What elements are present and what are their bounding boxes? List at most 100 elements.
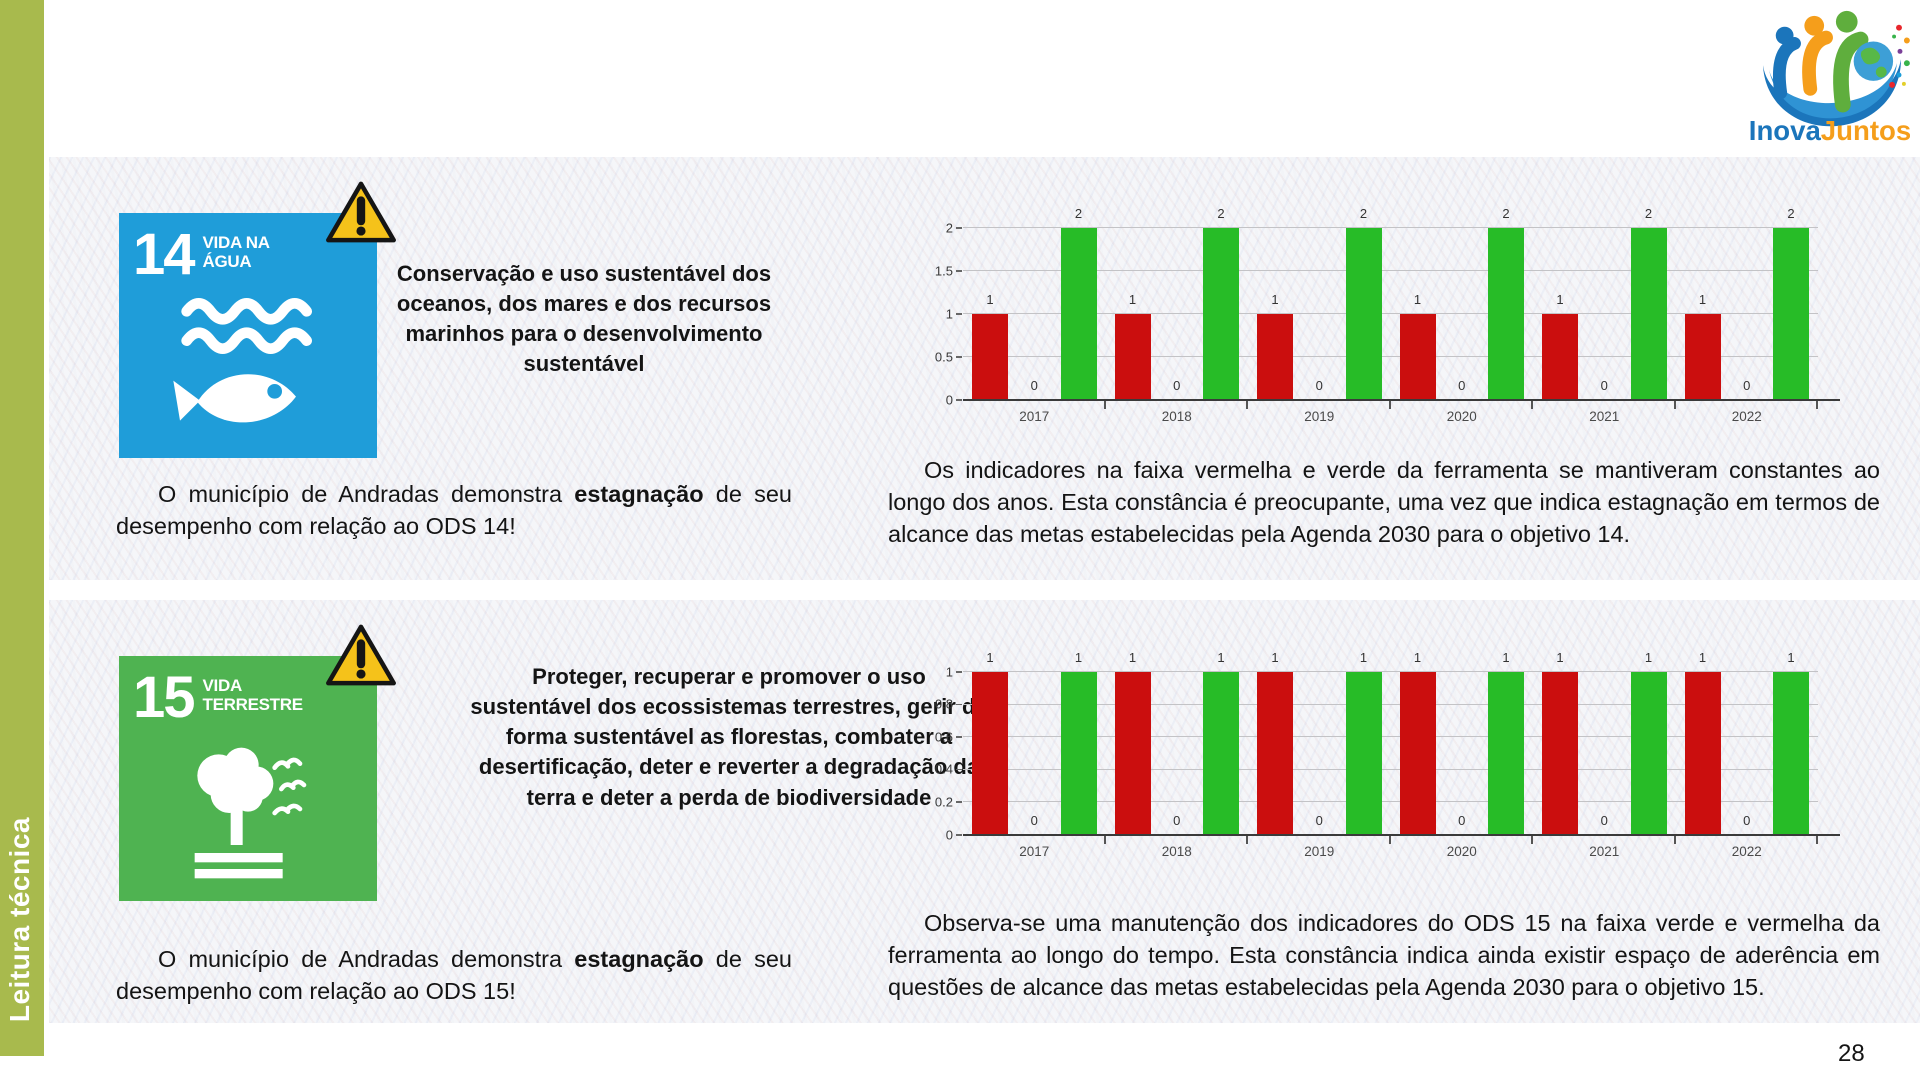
bar-faixa-vermelha-2017: 1 bbox=[972, 292, 1008, 400]
bar-faixa-verde-2021: 2 bbox=[1630, 206, 1667, 400]
bar-group-2017: 1 0 1 bbox=[963, 650, 1106, 844]
inovajuntos-logo-icon: InovaJuntos bbox=[1749, 10, 1911, 146]
value-label: 0 bbox=[1743, 378, 1751, 393]
gridline: 1.5 bbox=[935, 263, 1818, 278]
bar-faixa-vermelha-2021: 1 bbox=[1542, 292, 1578, 400]
value-label: 1 bbox=[1074, 650, 1083, 665]
bar-faixa-vermelha-2019: 1 bbox=[1257, 292, 1293, 400]
ods14-chart-plot: 0 0.5 1 1.5 2 1 0 2 1 0 2 1 0 2 1 0 2 1 0 2 1 0 2 bbox=[935, 206, 1840, 409]
bar-slot: 1 bbox=[972, 650, 1008, 835]
gridline: 1 bbox=[946, 306, 1818, 321]
bar-slot: 1 bbox=[1257, 228, 1293, 400]
x-axis-tick-label: 2022 bbox=[1731, 844, 1762, 859]
bar-group-2018: 1 0 2 bbox=[1106, 206, 1249, 409]
bar-faixa-verde-2022: 1 bbox=[1773, 650, 1809, 835]
bar-slot: 1 bbox=[1542, 650, 1578, 835]
bar-group-2019: 1 0 2 bbox=[1248, 206, 1391, 409]
x-axis-tick-label: 2018 bbox=[1161, 844, 1192, 859]
bar-faixa-verde-2017: 2 bbox=[1060, 206, 1097, 400]
value-label: 1 bbox=[1128, 292, 1137, 307]
bar-slot: 0 bbox=[1444, 672, 1480, 835]
bar-slot: 1 bbox=[972, 228, 1008, 400]
sdg14-goal-text: Conservação e uso sustentável dos oceano… bbox=[396, 261, 772, 377]
sdg15-header: 15 VIDA TERRESTRE bbox=[133, 668, 363, 726]
sdg15-status-text: O município de Andradas demonstra estagn… bbox=[116, 946, 793, 1004]
value-label: 1 bbox=[1787, 650, 1795, 665]
bar-group-2017: 1 0 2 bbox=[963, 206, 1106, 409]
bar-slot: 1 bbox=[1203, 650, 1239, 835]
sidebar-section-label: Leitura técnica bbox=[4, 816, 35, 1022]
bar-slot: 0 bbox=[1586, 228, 1622, 400]
bar-slot: 1 bbox=[1060, 650, 1097, 835]
sdg14-status-text: O município de Andradas demonstra estagn… bbox=[116, 481, 793, 539]
bar-slot: 1 bbox=[1399, 228, 1436, 400]
bar-groups: 1 0 1 1 0 1 1 0 1 1 0 1 1 0 1 1 0 1 bbox=[963, 650, 1818, 844]
x-axis-tick-label: 2017 bbox=[1019, 409, 1050, 424]
bar-faixa-verde-2019: 1 bbox=[1345, 650, 1382, 835]
gridline: 1 bbox=[946, 664, 1818, 679]
value-label: 0 bbox=[1173, 378, 1181, 393]
bar-slot: 1 bbox=[1257, 650, 1293, 835]
sdg14-number: 14 bbox=[133, 222, 195, 287]
ods15-chart-plot: 0 0.2 0.4 0.6 0.8 1 1 0 1 1 0 1 1 0 1 1 0 1 1 0 1 1 0 1 bbox=[935, 650, 1840, 844]
bar-faixa-verde-2018: 1 bbox=[1203, 650, 1239, 835]
y-axis-tick bbox=[956, 313, 962, 315]
value-label: 1 bbox=[1217, 650, 1225, 665]
bar-slot: 0 bbox=[1016, 672, 1052, 835]
panel-ods14: 14 VIDA NA ÁGUA Conservação e uso susten… bbox=[49, 157, 1920, 580]
y-axis-tick bbox=[956, 736, 962, 738]
value-label: 2 bbox=[1644, 206, 1653, 221]
bar-slot: 2 bbox=[1773, 206, 1809, 400]
bar-slot: 1 bbox=[1630, 650, 1667, 835]
value-label: 1 bbox=[1556, 292, 1564, 307]
value-label: 1 bbox=[986, 292, 994, 307]
bar-slot: 0 bbox=[1729, 672, 1765, 835]
value-label: 0 bbox=[1458, 378, 1466, 393]
y-axis-tick bbox=[956, 356, 962, 358]
value-label: 1 bbox=[1502, 650, 1510, 665]
status-highlight: estagnação bbox=[574, 946, 704, 972]
bar-slot: 1 bbox=[1773, 650, 1809, 835]
y-axis-tick-label: 0.6 bbox=[934, 729, 953, 745]
inovajuntos-logo: InovaJuntos bbox=[1749, 6, 1911, 146]
y-axis-tick-label: 2 bbox=[945, 220, 953, 235]
value-label: 0 bbox=[1600, 813, 1608, 828]
bar-faixa-vermelha-2022: 1 bbox=[1684, 292, 1721, 400]
value-label: 1 bbox=[1413, 292, 1422, 307]
bar-faixa-verde-2020: 2 bbox=[1488, 206, 1524, 400]
bar-slot: 0 bbox=[1301, 228, 1337, 400]
x-axis-tick-label: 2019 bbox=[1304, 844, 1335, 859]
page-number: 28 bbox=[1838, 1040, 1865, 1067]
bar-slot: 2 bbox=[1488, 206, 1524, 400]
ods14-chart: 0 0.5 1 1.5 2 1 0 2 1 0 2 1 0 2 1 0 2 1 0 2 1 0 2 2017 2018 2019… bbox=[929, 197, 1841, 424]
bar-faixa-verde-2020: 1 bbox=[1488, 650, 1524, 835]
sdg14-icon: 14 VIDA NA ÁGUA bbox=[119, 181, 396, 458]
x-axis-tick-label: 2017 bbox=[1019, 844, 1050, 859]
value-label: 1 bbox=[1413, 650, 1422, 665]
gridline: 0 bbox=[946, 392, 1818, 407]
bar-faixa-vermelha-2018: 1 bbox=[1114, 650, 1151, 835]
gridline: 0.2 bbox=[935, 794, 1818, 809]
y-axis-tick bbox=[956, 399, 962, 401]
x-axis-tick-label: 2018 bbox=[1161, 409, 1192, 424]
bar-faixa-vermelha-2022: 1 bbox=[1684, 650, 1721, 835]
y-axis-tick-label: 0.8 bbox=[934, 696, 953, 712]
sdg15-icon: 15 VIDA TERRESTRE bbox=[119, 624, 396, 901]
value-label: 2 bbox=[1217, 206, 1225, 221]
gridline: 0.4 bbox=[935, 762, 1818, 777]
status-highlight: estagnação bbox=[574, 481, 704, 507]
bar-faixa-vermelha-2017: 1 bbox=[972, 650, 1008, 835]
gridline: 2 bbox=[946, 220, 1818, 235]
warning-icon bbox=[326, 181, 396, 243]
value-label: 2 bbox=[1502, 206, 1510, 221]
value-label: 1 bbox=[1698, 650, 1707, 665]
bar-slot: 0 bbox=[1729, 228, 1765, 400]
x-axis-tick-label: 2021 bbox=[1589, 844, 1620, 859]
y-axis-tick bbox=[956, 834, 962, 836]
y-axis-tick-label: 0 bbox=[945, 827, 953, 842]
y-axis-tick-label: 0 bbox=[945, 392, 953, 407]
bar-group-2022: 1 0 2 bbox=[1676, 206, 1819, 409]
value-label: 0 bbox=[1315, 378, 1323, 393]
bar-slot: 1 bbox=[1345, 650, 1382, 835]
